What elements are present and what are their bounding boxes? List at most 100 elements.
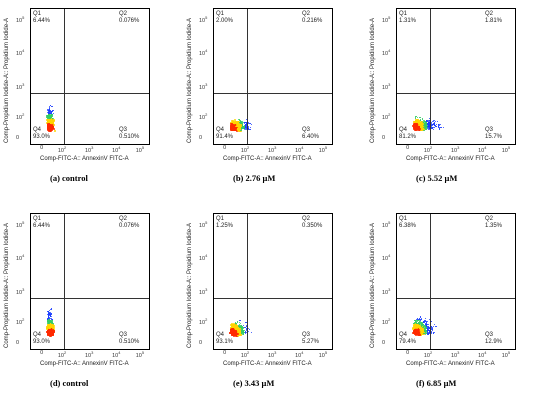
event-dot: [424, 327, 426, 330]
x-axis-label: Comp-FITC-A:: AnnexinV FITC-A: [406, 156, 495, 162]
event-dot: [425, 128, 427, 130]
event-dot: [425, 325, 427, 327]
event-dot: [430, 126, 433, 128]
scatter-panel: Comp-Propidium Iodide-A:: Propidium Iodi…: [366, 0, 546, 205]
event-dot: [47, 321, 49, 323]
event-dot: [423, 128, 425, 130]
event-dot: [51, 116, 53, 118]
event-dot: [48, 320, 50, 322]
quadrant-label-q4: Q4 93.0%: [33, 332, 50, 346]
event-dot: [423, 123, 425, 125]
event-dot: [46, 120, 50, 124]
event-dot: [424, 125, 426, 128]
event-dot: [420, 321, 422, 323]
quadrant-label-q4: Q4 81.2%: [399, 127, 416, 141]
event-dot: [241, 333, 243, 335]
event-dot: [242, 334, 245, 336]
event-dot: [48, 313, 50, 315]
event-dot: [232, 329, 236, 332]
event-dot: [431, 124, 433, 126]
event-dot: [426, 127, 428, 129]
quadrant-name: Q1: [33, 216, 42, 222]
event-dot: [420, 128, 423, 131]
event-dot: [234, 122, 237, 126]
event-dot: [424, 120, 426, 123]
event-dot: [413, 128, 416, 131]
quadrant-label-q2: Q2 1.35%: [485, 216, 502, 230]
y-tick-label: 102: [382, 317, 391, 326]
event-dot: [241, 122, 243, 124]
x-axis-label: Comp-FITC-A:: AnnexinV FITC-A: [223, 156, 312, 162]
event-dot: [50, 314, 52, 316]
event-dot: [424, 325, 426, 327]
event-dot: [49, 108, 51, 110]
event-dot: [423, 332, 425, 334]
event-dot: [47, 314, 50, 317]
event-dot: [438, 127, 441, 129]
event-dot: [49, 117, 51, 119]
quadrant-gate-horizontal: [214, 92, 332, 94]
x-tick-label: 0: [40, 145, 44, 151]
y-tick-label: 105: [199, 14, 208, 24]
event-dot: [47, 108, 49, 110]
event-dot: [246, 122, 248, 125]
event-dot: [47, 109, 50, 111]
event-dot: [423, 120, 425, 122]
y-tick-label: 0: [16, 134, 20, 141]
event-dot: [425, 126, 427, 128]
event-dot: [427, 332, 430, 334]
event-dot: [426, 329, 428, 331]
event-dot: [423, 331, 425, 333]
event-dot: [416, 318, 418, 320]
event-dot: [423, 327, 425, 329]
event-dot: [416, 334, 420, 337]
y-tick-label: 103: [16, 82, 25, 92]
y-tick-label: 105: [382, 219, 391, 229]
event-dot: [421, 126, 424, 129]
event-dot: [49, 111, 51, 113]
event-dot: [428, 122, 430, 124]
event-dot: [238, 322, 240, 324]
event-dot: [425, 123, 427, 125]
event-dot: [425, 327, 427, 329]
event-dot: [440, 127, 442, 129]
event-dot: [50, 316, 52, 318]
scatter-panel: Comp-Propidium Iodide-A:: Propidium Iodi…: [0, 205, 180, 410]
event-dot: [423, 324, 425, 327]
event-dot: [413, 331, 416, 334]
event-dot: [48, 317, 51, 319]
event-dot: [415, 328, 418, 332]
y-axis-label: Comp-Propidium Iodide-A:: Propidium Iodi…: [187, 222, 193, 348]
event-dot: [421, 326, 424, 328]
event-dot: [427, 127, 429, 129]
event-dot: [52, 118, 54, 120]
event-dot: [242, 331, 244, 333]
x-axis-label: Comp-FITC-A:: AnnexinV FITC-A: [223, 361, 312, 367]
event-dot: [243, 330, 245, 333]
event-dot: [424, 125, 426, 127]
quadrant-gate-vertical: [64, 9, 66, 144]
y-tick-label: 104: [16, 48, 25, 58]
quadrant-name: Q3: [485, 127, 494, 133]
panel-caption: (a) control: [50, 173, 88, 183]
scatter-panel: Comp-Propidium Iodide-A:: Propidium Iodi…: [183, 0, 363, 205]
event-dot: [414, 320, 417, 322]
event-dot: [436, 123, 438, 126]
event-dot: [421, 325, 423, 327]
event-dot: [425, 321, 427, 323]
quadrant-label-q4: Q4 93.1%: [216, 332, 233, 346]
event-dot: [421, 127, 425, 130]
x-tick-label: 102: [423, 145, 433, 154]
event-dot: [424, 330, 426, 332]
x-tick-label: 102: [240, 350, 250, 359]
event-dot: [432, 121, 434, 123]
event-dot: [429, 119, 431, 121]
plot-area: Q1 6.44% Q2 0.076% Q3 0.510% Q4 93.0%: [30, 8, 150, 145]
y-tick-label: 104: [16, 253, 25, 263]
event-dot: [424, 317, 426, 319]
event-dot: [48, 330, 51, 333]
event-dot: [425, 324, 427, 326]
quadrant-percent: 1.31%: [399, 18, 417, 24]
event-dot: [241, 326, 243, 328]
event-dot: [230, 126, 233, 130]
